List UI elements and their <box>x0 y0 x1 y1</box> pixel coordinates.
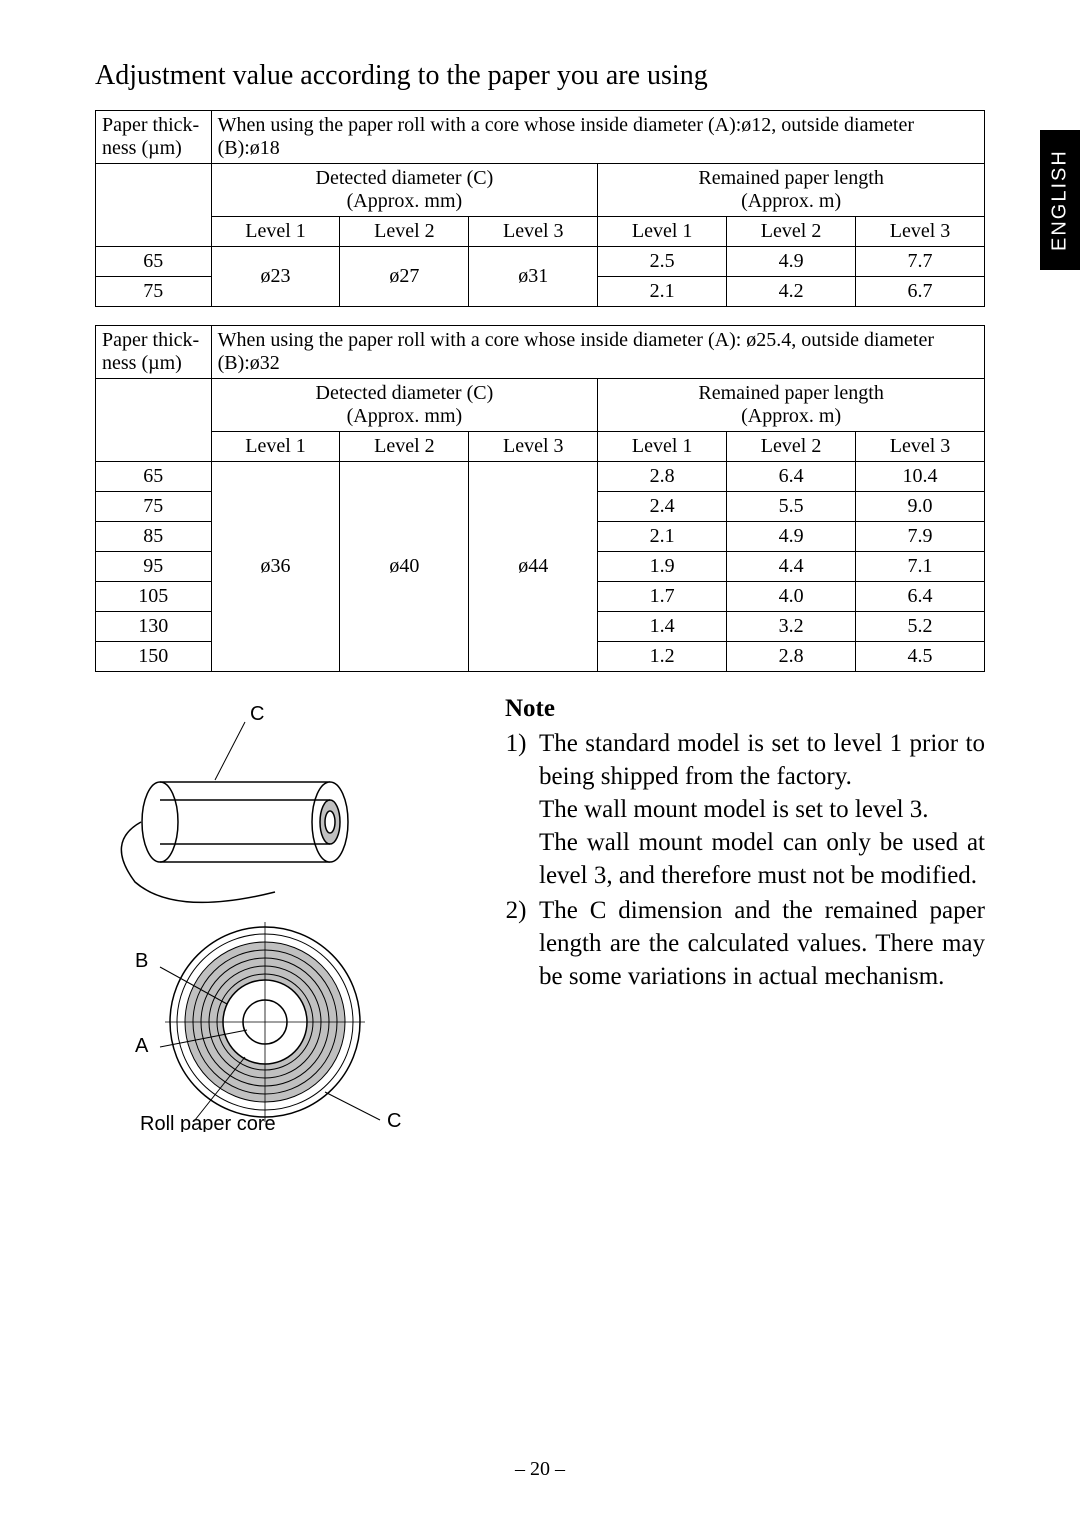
remained-header: Remained paper length(Approx. m) <box>598 379 985 432</box>
note-item-1: The standard model is set to level 1 pri… <box>539 727 985 892</box>
page-number: – 20 – <box>0 1458 1080 1481</box>
table2-description: When using the paper roll with a core wh… <box>211 326 984 379</box>
page-title: Adjustment value according to the paper … <box>95 60 985 92</box>
language-tab: ENGLISH <box>1040 130 1080 270</box>
diagram-label-a: A <box>135 1035 149 1057</box>
diagram-label-c2: C <box>387 1110 401 1132</box>
diagram-label-b: B <box>135 950 148 972</box>
detected-header: Detected diameter (C)(Approx. mm) <box>211 164 598 217</box>
detected-header: Detected diameter (C)(Approx. mm) <box>211 379 598 432</box>
table-core-32: Paper thick-ness (µm) When using the pap… <box>95 325 985 672</box>
table-core-18: Paper thick-ness (µm) When using the pap… <box>95 110 985 307</box>
col-thickness-header: Paper thick-ness (µm) <box>96 111 212 164</box>
col-thickness-header: Paper thick-ness (µm) <box>96 326 212 379</box>
table-row: 65ø36ø40ø442.86.410.4 <box>96 462 985 492</box>
table1-description: When using the paper roll with a core wh… <box>211 111 984 164</box>
table-row: 65 ø23 ø27 ø31 2.5 4.9 7.7 <box>96 247 985 277</box>
note-header: Note <box>505 692 985 725</box>
note-item-2: The C dimension and the remained paper l… <box>539 894 985 993</box>
remained-header: Remained paper length(Approx. m) <box>598 164 985 217</box>
diagram-label-core: Roll paper core <box>140 1113 276 1132</box>
paper-roll-diagram: C <box>95 692 475 1132</box>
diagram-label-c: C <box>250 703 264 725</box>
